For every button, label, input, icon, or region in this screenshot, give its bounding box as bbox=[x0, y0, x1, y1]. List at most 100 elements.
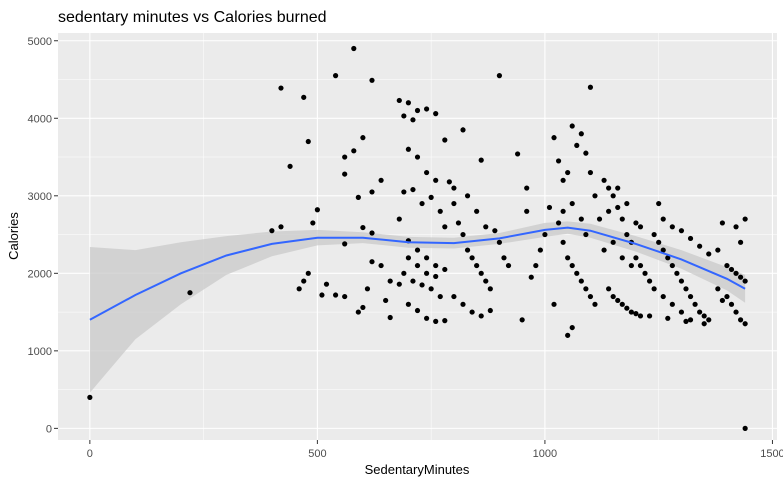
data-point bbox=[460, 127, 466, 133]
data-point bbox=[369, 189, 375, 195]
data-point bbox=[364, 286, 371, 292]
data-point bbox=[674, 270, 680, 276]
data-point bbox=[565, 169, 571, 176]
data-point bbox=[656, 239, 662, 245]
data-point bbox=[592, 301, 598, 307]
data-point bbox=[342, 293, 348, 300]
y-tick-label: 2000 bbox=[28, 268, 52, 280]
data-point bbox=[401, 113, 407, 119]
x-tick-label: 1000 bbox=[533, 448, 557, 460]
data-point bbox=[665, 255, 671, 261]
data-point bbox=[405, 301, 411, 307]
data-point bbox=[387, 278, 393, 284]
data-point bbox=[428, 286, 434, 292]
data-point bbox=[615, 204, 621, 211]
data-point bbox=[687, 235, 694, 242]
data-point bbox=[342, 241, 348, 247]
data-point bbox=[619, 216, 625, 222]
data-point bbox=[633, 220, 639, 226]
data-point bbox=[733, 309, 739, 315]
data-point bbox=[474, 208, 480, 214]
data-point bbox=[515, 151, 521, 157]
data-point bbox=[301, 94, 307, 100]
data-point bbox=[405, 255, 411, 261]
data-point bbox=[719, 220, 725, 226]
data-point bbox=[355, 309, 361, 315]
data-point bbox=[637, 224, 644, 230]
data-point bbox=[687, 317, 694, 323]
data-point bbox=[369, 77, 375, 83]
data-point bbox=[555, 158, 562, 164]
data-point bbox=[742, 278, 748, 284]
data-point bbox=[419, 282, 425, 288]
data-point bbox=[619, 255, 625, 261]
data-point bbox=[269, 228, 275, 234]
data-point bbox=[433, 111, 439, 117]
data-point bbox=[678, 278, 685, 284]
data-point bbox=[574, 270, 580, 276]
data-point bbox=[342, 171, 348, 177]
data-point bbox=[478, 313, 484, 319]
data-point bbox=[414, 107, 421, 114]
data-point bbox=[737, 317, 744, 323]
data-point bbox=[487, 286, 493, 292]
data-point bbox=[546, 204, 553, 211]
data-point bbox=[551, 301, 557, 307]
data-point bbox=[451, 185, 457, 191]
data-point bbox=[651, 231, 657, 238]
data-point bbox=[478, 270, 484, 276]
data-point bbox=[633, 311, 639, 317]
data-point bbox=[706, 251, 712, 257]
data-point bbox=[624, 305, 630, 311]
data-point bbox=[578, 131, 584, 137]
y-tick-label: 1000 bbox=[28, 346, 52, 358]
data-point bbox=[624, 231, 630, 238]
data-point bbox=[442, 224, 448, 230]
data-point bbox=[728, 301, 735, 307]
x-tick-label: 1500 bbox=[760, 448, 783, 460]
data-point bbox=[551, 135, 557, 141]
data-point bbox=[433, 177, 439, 183]
data-point bbox=[483, 278, 489, 284]
data-point bbox=[528, 274, 534, 280]
data-point bbox=[715, 247, 721, 253]
data-point bbox=[701, 313, 707, 319]
data-point bbox=[701, 321, 707, 327]
chart-title: sedentary minutes vs Calories burned bbox=[58, 9, 327, 26]
data-point bbox=[733, 224, 739, 230]
data-point bbox=[369, 230, 375, 236]
data-point bbox=[464, 247, 471, 253]
data-point bbox=[469, 255, 475, 261]
data-point bbox=[583, 150, 589, 156]
data-point bbox=[596, 216, 603, 222]
data-point bbox=[369, 259, 375, 265]
data-point bbox=[401, 189, 407, 195]
data-point bbox=[460, 301, 466, 307]
data-point bbox=[628, 262, 634, 269]
smooth-line-layer bbox=[89, 226, 746, 321]
data-point bbox=[724, 293, 730, 300]
data-point bbox=[351, 148, 357, 154]
data-point bbox=[319, 292, 325, 298]
data-point bbox=[633, 255, 639, 261]
data-point bbox=[687, 293, 694, 300]
data-point bbox=[715, 286, 721, 292]
data-point bbox=[474, 262, 480, 269]
data-point bbox=[692, 301, 698, 307]
data-point bbox=[615, 185, 621, 191]
data-point bbox=[305, 270, 311, 276]
data-point bbox=[742, 425, 748, 431]
data-point bbox=[678, 228, 685, 234]
data-point bbox=[378, 262, 384, 269]
data-point bbox=[574, 142, 580, 149]
data-point bbox=[742, 216, 748, 222]
data-point bbox=[737, 274, 744, 280]
data-point bbox=[519, 317, 525, 323]
data-point bbox=[628, 309, 634, 315]
x-tick-label: 0 bbox=[87, 448, 93, 460]
data-point bbox=[410, 186, 416, 193]
data-point bbox=[305, 138, 311, 145]
points-layer bbox=[87, 45, 748, 431]
data-point bbox=[414, 247, 421, 253]
